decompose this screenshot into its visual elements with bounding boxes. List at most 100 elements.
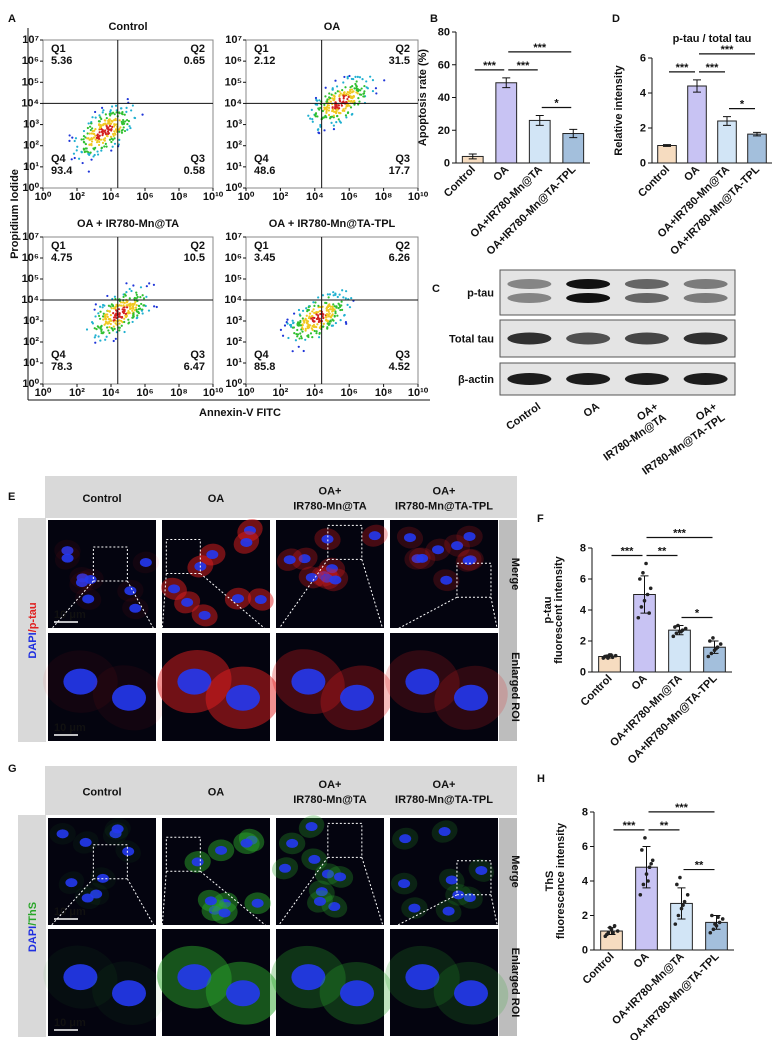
event-dot [131,320,134,324]
data-point [718,642,723,646]
event-dot [322,322,325,325]
event-dot [110,140,113,144]
data-point [681,903,685,907]
event-dot [296,328,299,332]
event-dot [101,124,104,127]
chart-title: p-tau / total tau [673,33,752,45]
event-dot [308,312,312,315]
event-dot [140,309,144,312]
event-dot [308,315,311,318]
event-dot [106,130,109,133]
row-label: Enlarged ROI [509,652,521,722]
event-dot [118,112,121,115]
data-point [673,922,678,926]
event-dot [360,87,363,90]
event-dot [145,285,148,288]
event-dot [121,301,125,304]
event-dot [108,112,111,116]
event-dot [331,310,334,313]
data-point [671,634,676,639]
event-dot [325,111,328,114]
nucleus [204,896,217,906]
event-dot [323,103,326,106]
event-dot [120,304,123,307]
event-dot [111,132,115,136]
column-header: Control [82,493,121,505]
event-dot [333,308,336,311]
event-dot [125,301,129,304]
event-dot [298,313,301,316]
nucleus [208,905,221,915]
event-dot [142,304,145,307]
event-dot [122,118,125,122]
nucleus [416,553,429,563]
event-dot [325,316,328,319]
data-point [641,571,645,575]
event-dot [127,318,130,321]
row-label: Merge [509,855,521,887]
plot-title: OA + IR780-Mn@TA [77,218,179,230]
error-bar [640,575,649,614]
event-dot [304,327,307,330]
event-dot [92,136,96,139]
nucleus [283,555,296,565]
quadrant-value: 85.8 [254,361,275,373]
event-dot [291,350,294,353]
event-dot [74,137,78,140]
nucleus [111,824,124,834]
event-dot [110,105,114,108]
x-tick-label: 10⁶ [341,191,358,203]
event-dot [106,309,109,312]
event-dot [80,138,83,141]
event-dot [100,149,103,152]
error-bar [753,131,761,137]
significance-label: *** [706,62,720,74]
event-dot [94,315,97,318]
event-dot [334,92,337,95]
nucleus [129,603,142,613]
panel-label: E [8,491,15,503]
event-dot [296,321,300,324]
event-dot [115,312,118,315]
event-dot [112,312,115,315]
event-dot [355,91,358,94]
roi-connector [361,559,385,634]
event-dot [134,306,138,309]
event-dot [354,82,357,86]
quadrant-value: 6.47 [184,361,205,373]
nucleus [181,597,194,607]
event-dot [106,294,109,298]
nucleus [232,594,245,604]
event-dot [338,293,341,296]
data-point [636,615,641,620]
plot-frame [42,39,214,189]
event-dot [339,92,342,95]
event-dot [115,316,118,320]
event-dot [341,289,344,292]
nucleus [112,980,146,1007]
event-dot [115,323,118,326]
roi-box [456,860,492,896]
event-dot [351,85,354,88]
event-dot [325,108,329,111]
nucleus [63,964,98,991]
event-dot [109,322,112,326]
event-dot [111,329,115,332]
event-dot [117,128,120,131]
nucleus [454,980,488,1007]
event-dot [336,114,339,118]
quadrant-name: Q4 [254,153,270,165]
nucleus [240,838,253,848]
error-bar [468,153,477,160]
event-dot [125,118,129,122]
blot-band [507,332,552,345]
x-tick-label: 10⁴ [102,191,120,203]
event-dot [334,292,337,295]
event-dot [296,322,299,326]
nucleus [463,531,476,541]
event-dot [339,112,342,115]
event-dot [327,296,330,299]
event-dot [126,97,129,101]
event-dot [87,122,90,125]
event-dot [114,305,117,309]
